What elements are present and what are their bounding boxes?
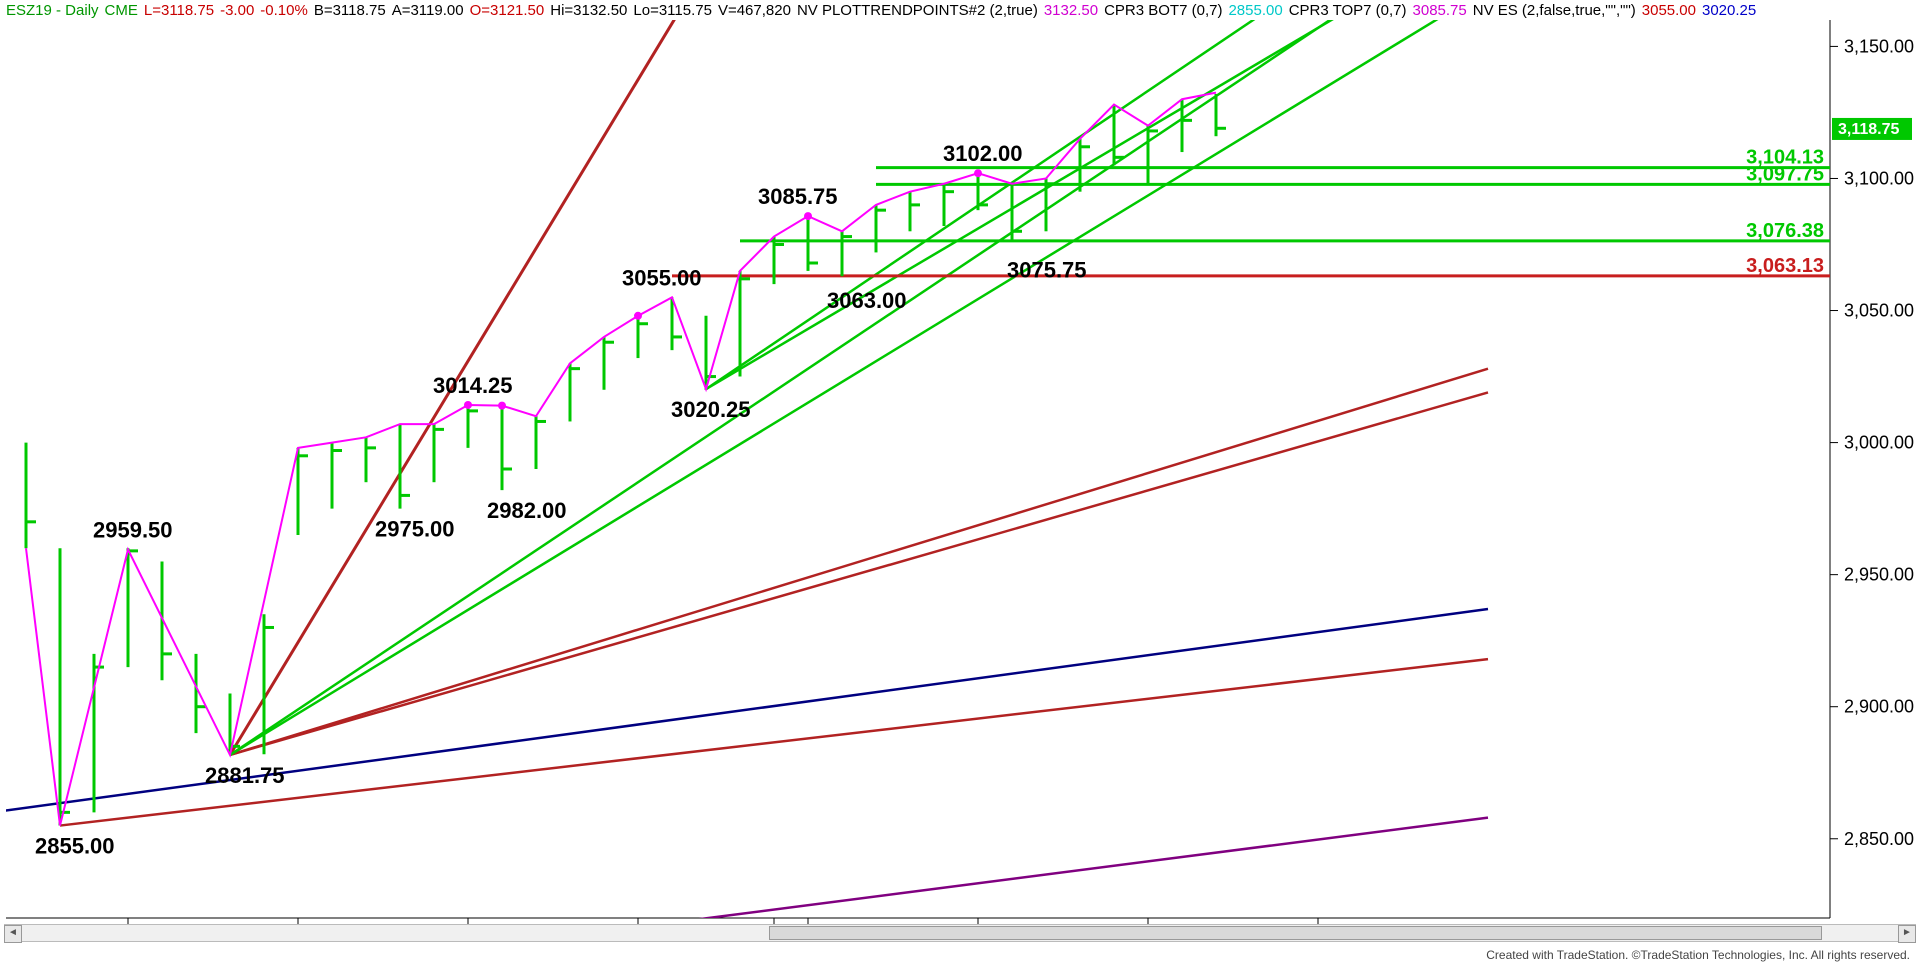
svg-text:2,850.00: 2,850.00 [1844, 829, 1914, 849]
header-field: A=3119.00 [392, 2, 464, 19]
chart-header: ESZ19 - Daily CME L=3118.75 -3.00 -0.10% B=31… [6, 2, 1762, 19]
header-field: Hi=3132.50 [550, 2, 627, 19]
svg-text:3020.25: 3020.25 [671, 397, 751, 422]
chart-svg[interactable]: 2,850.00 2,900.00 2,950.00 3,000.00 3,050.00… [0, 0, 1920, 964]
svg-text:3085.75: 3085.75 [758, 184, 838, 209]
svg-text:3,050.00: 3,050.00 [1844, 301, 1914, 321]
header-field: B=3118.75 [314, 2, 386, 19]
svg-text:3,100.00: 3,100.00 [1844, 168, 1914, 188]
svg-text:3,076.38: 3,076.38 [1746, 220, 1824, 242]
header-field: L=3118.75 [144, 2, 214, 19]
header-field: NV ES (2,false,true,"","") [1473, 2, 1636, 19]
svg-text:3,000.00: 3,000.00 [1844, 433, 1914, 453]
svg-text:3075.75: 3075.75 [1007, 258, 1087, 283]
header-field: NV PLOTTRENDPOINTS#2 (2,true) [797, 2, 1038, 19]
scroll-right-button[interactable]: ► [1898, 925, 1916, 943]
header-field: Lo=3115.75 [633, 2, 712, 19]
svg-text:3102.00: 3102.00 [943, 141, 1023, 166]
svg-text:2975.00: 2975.00 [375, 517, 455, 542]
header-field: V=467,820 [718, 2, 791, 19]
scroll-left-button[interactable]: ◄ [4, 925, 22, 943]
header-field: -0.10% [260, 2, 308, 19]
svg-text:2,900.00: 2,900.00 [1844, 697, 1914, 717]
header-field: ESZ19 - Daily [6, 2, 99, 19]
header-field: O=3121.50 [470, 2, 545, 19]
header-field: 3055.00 [1642, 2, 1696, 19]
svg-text:3014.25: 3014.25 [433, 373, 513, 398]
svg-text:2881.75: 2881.75 [205, 763, 285, 788]
header-field: CPR3 BOT7 (0,7) [1104, 2, 1222, 19]
svg-text:2959.50: 2959.50 [93, 518, 173, 543]
header-field: 2855.00 [1228, 2, 1282, 19]
svg-text:2855.00: 2855.00 [35, 834, 115, 859]
svg-text:2,950.00: 2,950.00 [1844, 565, 1914, 585]
header-field: 3020.25 [1702, 2, 1756, 19]
footer-credit: Created with TradeStation. ©TradeStation… [1486, 948, 1910, 962]
horizontal-scrollbar[interactable]: ◄ ► [4, 924, 1916, 942]
svg-text:2982.00: 2982.00 [487, 498, 567, 523]
header-field: 3132.50 [1044, 2, 1098, 19]
header-field: CME [105, 2, 138, 19]
scrollbar-thumb[interactable] [769, 926, 1822, 940]
svg-text:3,063.13: 3,063.13 [1746, 255, 1824, 277]
header-field: -3.00 [220, 2, 254, 19]
header-field: 3085.75 [1413, 2, 1467, 19]
svg-text:3,104.13: 3,104.13 [1746, 147, 1824, 169]
svg-text:3,118.75: 3,118.75 [1838, 121, 1900, 138]
svg-text:3055.00: 3055.00 [622, 265, 702, 290]
chart-container: 2,850.00 2,900.00 2,950.00 3,000.00 3,050.00… [0, 0, 1920, 964]
header-field: CPR3 TOP7 (0,7) [1289, 2, 1407, 19]
svg-text:3,150.00: 3,150.00 [1844, 36, 1914, 56]
svg-text:3063.00: 3063.00 [827, 288, 907, 313]
